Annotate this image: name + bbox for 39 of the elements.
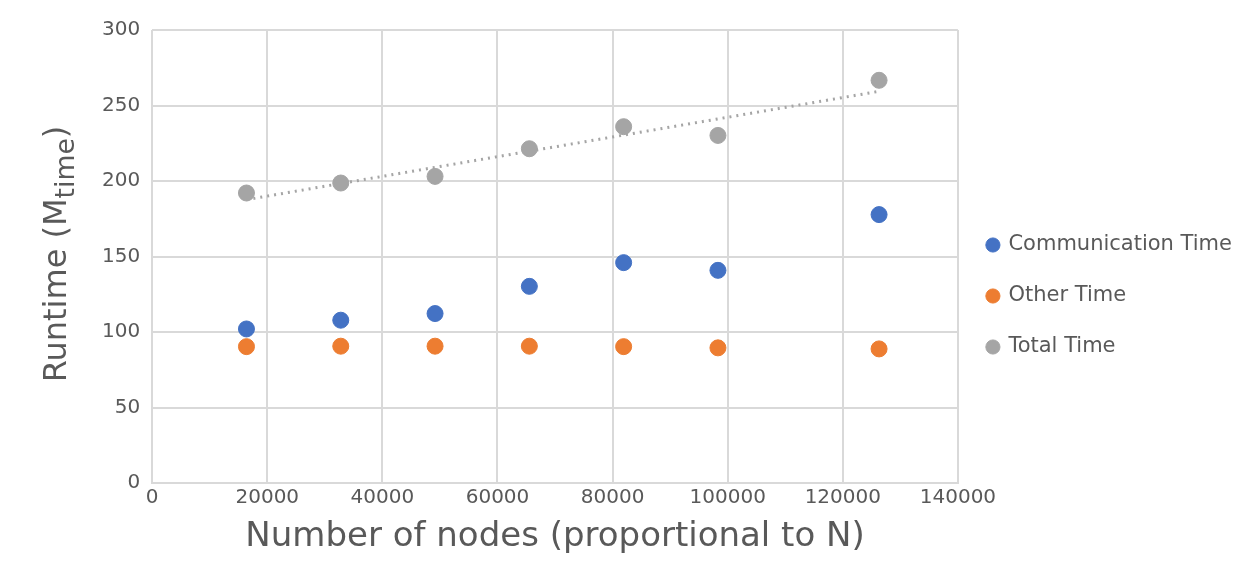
point: [870, 206, 888, 224]
point: [426, 167, 444, 185]
legend-label: Other Time: [1008, 282, 1127, 307]
point: [426, 337, 444, 355]
y-tick-label: 200: [101, 167, 141, 192]
point: [615, 254, 633, 272]
x-axis-title: Number of nodes (proportional to N): [245, 514, 865, 555]
point: [709, 339, 727, 357]
point: [709, 261, 727, 279]
point: [332, 337, 350, 355]
x-tick-label: 100000: [689, 484, 766, 509]
point: [237, 184, 255, 202]
point: [520, 277, 538, 295]
point: [615, 338, 633, 356]
point: [615, 118, 633, 136]
x-tick-label: 40000: [350, 484, 415, 509]
y-tick-label: 250: [101, 91, 141, 116]
x-tick-label: 140000: [919, 484, 997, 509]
x-tick-label: 20000: [235, 484, 300, 509]
point: [237, 320, 255, 338]
x-tick-label: 60000: [465, 484, 530, 509]
point: [426, 305, 444, 323]
legend-label: Communication Time: [1008, 231, 1233, 256]
point: [332, 174, 350, 192]
point: [870, 71, 888, 89]
point: [237, 338, 255, 356]
y-tick-label: 300: [101, 16, 141, 41]
legend-label: Total Time: [1007, 333, 1116, 358]
point: [332, 311, 350, 329]
point: [870, 340, 888, 358]
y-tick-label: 150: [101, 242, 141, 267]
y-tick-label: 50: [114, 393, 141, 418]
y-tick-label: 100: [101, 318, 141, 343]
x-tick-label: 120000: [804, 484, 881, 509]
point: [520, 140, 538, 158]
point: [520, 337, 538, 355]
x-tick-label: 80000: [580, 484, 645, 509]
point: [709, 126, 727, 144]
x-tick-label: 0: [145, 484, 159, 509]
